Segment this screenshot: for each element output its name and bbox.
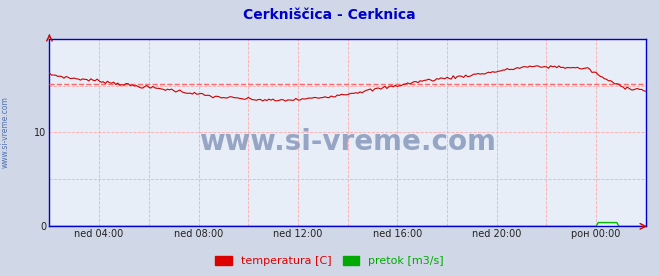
Text: www.si-vreme.com: www.si-vreme.com bbox=[1, 97, 10, 168]
Text: Cerkniščica - Cerknica: Cerkniščica - Cerknica bbox=[243, 8, 416, 22]
Text: www.si-vreme.com: www.si-vreme.com bbox=[199, 128, 496, 156]
Legend: temperatura [C], pretok [m3/s]: temperatura [C], pretok [m3/s] bbox=[211, 251, 448, 270]
